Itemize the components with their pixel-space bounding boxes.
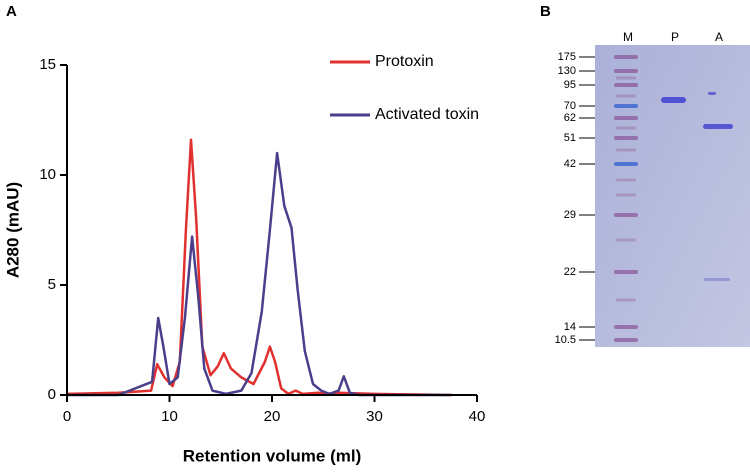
legend-label: Activated toxin bbox=[375, 106, 479, 123]
band bbox=[661, 97, 686, 103]
marker-label: 51 bbox=[564, 132, 576, 144]
marker-label: 62 bbox=[564, 112, 576, 124]
ladder-band bbox=[616, 238, 636, 242]
ladder-band bbox=[614, 136, 638, 140]
ladder-band bbox=[616, 178, 636, 182]
marker-label: 22 bbox=[564, 266, 576, 278]
marker-label: 95 bbox=[564, 79, 576, 91]
gel-image bbox=[595, 45, 750, 347]
x-tick-label: 0 bbox=[63, 408, 71, 425]
legend-label: Protoxin bbox=[375, 53, 434, 70]
ladder-band bbox=[616, 298, 636, 302]
y-tick-label: 0 bbox=[48, 386, 56, 403]
marker-label: 42 bbox=[564, 158, 576, 170]
y-tick-label: 10 bbox=[39, 166, 56, 183]
ladder-band bbox=[614, 338, 638, 342]
marker-label: 14 bbox=[564, 321, 576, 333]
ladder-band bbox=[616, 76, 636, 80]
y-axis-title: A280 (mAU) bbox=[3, 182, 22, 278]
marker-label: 70 bbox=[564, 100, 576, 112]
marker-label: 29 bbox=[564, 209, 576, 221]
panel-label: B bbox=[540, 3, 551, 20]
x-tick-label: 30 bbox=[366, 408, 383, 425]
x-tick-label: 10 bbox=[161, 408, 178, 425]
lane-label: M bbox=[623, 30, 633, 44]
band bbox=[703, 124, 733, 129]
ladder-band bbox=[616, 94, 636, 98]
ladder-band bbox=[614, 213, 638, 217]
y-tick-label: 5 bbox=[48, 276, 56, 293]
x-tick-label: 20 bbox=[264, 408, 281, 425]
band bbox=[708, 92, 716, 95]
ladder-band bbox=[614, 116, 638, 120]
ladder-band bbox=[614, 104, 638, 108]
line bbox=[67, 151, 452, 397]
marker-label: 130 bbox=[558, 65, 576, 77]
ladder-band bbox=[614, 83, 638, 87]
ladder-band bbox=[614, 325, 638, 329]
y-tick-label: 15 bbox=[39, 56, 56, 73]
gel-bands bbox=[614, 55, 733, 342]
ladder-band bbox=[616, 148, 636, 152]
band bbox=[704, 278, 730, 281]
ladder-band bbox=[614, 162, 638, 166]
ladder-band bbox=[616, 126, 636, 130]
ladder-band bbox=[614, 55, 638, 59]
ladder-band bbox=[614, 270, 638, 274]
marker-label: 10.5 bbox=[555, 334, 576, 346]
ladder-band bbox=[614, 69, 638, 73]
x-axis-title: Retention volume (ml) bbox=[183, 446, 362, 465]
lane-label: P bbox=[671, 30, 679, 44]
ladder-band bbox=[616, 193, 636, 197]
marker-label: 175 bbox=[558, 51, 576, 63]
x-tick-label: 40 bbox=[469, 408, 486, 425]
line bbox=[66, 138, 452, 397]
lane-label: A bbox=[715, 30, 723, 44]
panel-label: A bbox=[6, 3, 17, 20]
